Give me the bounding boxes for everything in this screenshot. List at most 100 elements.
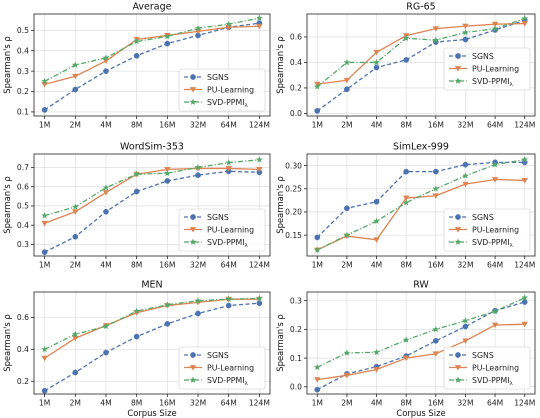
series-line — [44, 297, 260, 350]
x-tick-label: 32M — [457, 399, 473, 408]
data-point — [344, 86, 350, 93]
x-tick-label: 64M — [487, 399, 503, 408]
data-point — [71, 61, 79, 68]
data-point — [402, 195, 410, 202]
legend: SGNS PU-Learning SVD-PPMIλ — [443, 208, 531, 252]
y-tick-label: 0.5 — [17, 202, 29, 211]
series-line — [44, 22, 260, 111]
chart-panel-3: SimLex-999 1M 2M 4M 8M 16M 32M 64M 124M 0.15 0.20 0… — [275, 142, 536, 270]
data-point — [164, 32, 171, 40]
data-point — [314, 377, 321, 383]
data-point — [225, 302, 232, 309]
data-point — [432, 351, 440, 357]
x-tick-label: 4M — [371, 261, 382, 270]
series-line — [316, 297, 526, 368]
data-point — [133, 38, 140, 45]
legend-marker — [190, 352, 196, 358]
legend-marker — [454, 77, 462, 84]
y-axis-label: Spearman's ρ — [275, 314, 285, 371]
series-line — [316, 158, 525, 251]
y-tick-label: 0.25 — [285, 184, 302, 193]
legend: SGNS PU-Learning SVD-PPMIλ — [178, 208, 266, 252]
data-point — [343, 77, 351, 84]
data-point — [41, 212, 48, 219]
y-tick-label: 0.0 — [290, 109, 302, 118]
x-tick-label: 16M — [159, 261, 175, 270]
series-svd-ppmi — [41, 156, 263, 219]
data-point — [314, 108, 321, 114]
data-point — [164, 166, 171, 173]
data-point — [462, 23, 469, 30]
data-point — [225, 159, 233, 166]
series-svd-ppmi — [41, 14, 263, 85]
x-tick-label: 4M — [100, 261, 111, 270]
plot-frame — [306, 13, 536, 117]
y-tick-label: 0.2 — [290, 84, 302, 93]
data-point — [491, 307, 499, 315]
plot-frame — [33, 13, 271, 117]
data-point — [491, 25, 499, 32]
legend-label: SVD-PPMIλ — [207, 376, 249, 387]
legend-marker — [190, 74, 196, 80]
data-point — [462, 36, 469, 43]
data-point — [521, 321, 528, 328]
chart-panel-1: RG-65 1M 2M 4M 8M 16M 32M 64M 124M 0.0 0.2 0.4 0.6 Sp… — [275, 2, 536, 130]
legend-label: SGNS — [207, 73, 229, 82]
legend-label: SGNS — [207, 213, 229, 222]
data-point — [403, 57, 410, 63]
x-tick-label: 16M — [428, 261, 444, 270]
data-point — [164, 301, 171, 308]
data-point — [164, 321, 171, 327]
y-tick-label: 0.20 — [285, 208, 302, 217]
data-point — [41, 387, 48, 394]
data-point — [432, 36, 440, 43]
y-tick-label: 0.1 — [17, 108, 29, 117]
x-tick-label: 16M — [159, 399, 175, 408]
plot-frame — [306, 153, 536, 257]
legend-marker — [189, 238, 197, 245]
data-point — [102, 190, 110, 196]
x-tick-label: 8M — [131, 261, 142, 270]
series-line — [316, 301, 525, 391]
legend-box — [443, 208, 531, 252]
y-tick-label: 0.4 — [17, 46, 29, 55]
series-line — [317, 323, 525, 381]
legend-marker — [189, 98, 197, 105]
legend-marker — [190, 214, 196, 220]
data-point — [225, 20, 233, 28]
data-point — [194, 163, 202, 171]
x-tick-label: 2M — [341, 121, 352, 130]
series-line — [316, 19, 525, 112]
legend-marker — [454, 238, 462, 245]
data-point — [103, 349, 109, 356]
x-tick-label: 2M — [70, 261, 81, 270]
legend-box — [178, 346, 266, 390]
data-point — [402, 336, 410, 343]
y-tick-label: 0.6 — [290, 33, 302, 42]
plot-frame — [306, 291, 536, 395]
data-point — [313, 83, 321, 90]
y-axis-label: Spearman's ρ — [2, 176, 12, 233]
data-point — [103, 208, 109, 215]
chart-title: SimLex-999 — [393, 142, 449, 153]
y-tick-label: 0.15 — [285, 231, 302, 240]
data-point — [343, 58, 351, 66]
x-tick-label: 124M — [249, 261, 270, 270]
x-tick-label: 124M — [249, 121, 270, 130]
data-point — [102, 322, 110, 330]
chart-panel-0: Average 1M 2M 4M 8M 16M 32M 64M 124M 0.1 0.2 0.3 0.4… — [2, 2, 271, 130]
data-point — [521, 294, 529, 301]
y-tick-label: 0.6 — [17, 313, 29, 322]
legend-marker — [455, 214, 461, 220]
chart-panel-5: RW 1M 2M 4M 8M 16M 32M 64M 124M 0.0 0.1 0.2 0.3 Spear… — [275, 280, 536, 418]
y-tick-label: 0.4 — [17, 221, 29, 230]
legend-marker — [454, 66, 462, 72]
data-point — [402, 34, 410, 42]
legend-box — [443, 346, 531, 390]
chart-title: WordSim-353 — [120, 142, 184, 153]
data-point — [462, 181, 469, 188]
data-point — [373, 49, 380, 56]
data-point — [164, 169, 171, 177]
x-tick-label: 124M — [514, 121, 535, 130]
legend: SGNS PU-Learning SVD-PPMIλ — [443, 346, 531, 390]
